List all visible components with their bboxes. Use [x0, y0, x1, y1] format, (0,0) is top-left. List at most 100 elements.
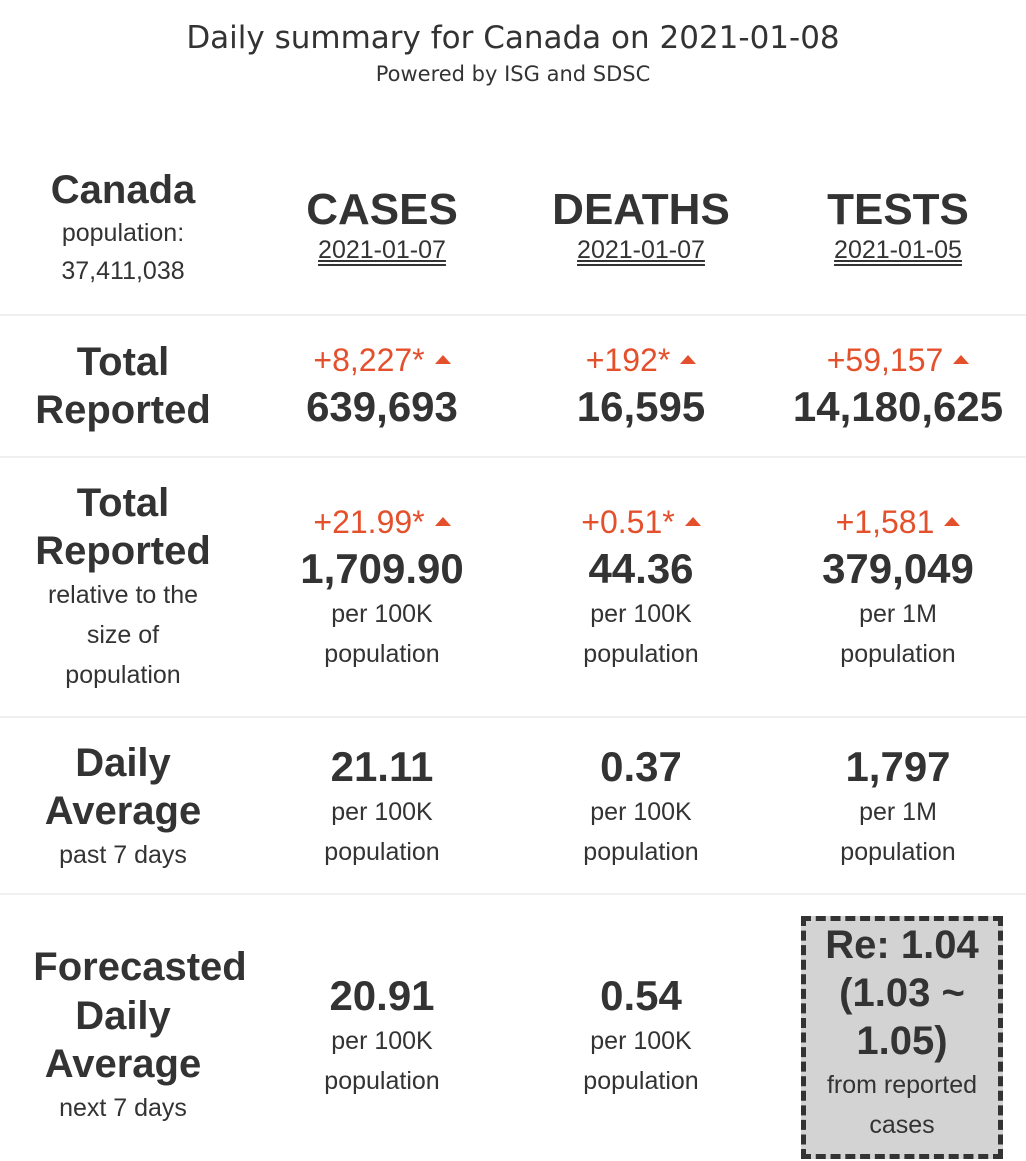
daily-change-value: +8,227*: [313, 342, 425, 378]
unit-label: population: [840, 640, 956, 668]
page-title: Daily summary for Canada on 2021-01-08: [186, 20, 840, 56]
row-label-sub: next 7 days: [59, 1094, 187, 1122]
row-label-sub: past 7 days: [59, 841, 187, 869]
row-label-sub: size of: [86, 621, 160, 649]
up-triangle-icon: [684, 517, 701, 527]
row-label-forecast-rest: Daily Average next 7 days: [0, 992, 246, 1128]
daily-change: +8,227*: [252, 338, 512, 382]
population-value: 37,411,038: [61, 257, 185, 285]
up-triangle-icon: [944, 517, 961, 527]
cases-forecast-cell: 20.91 per 100K population: [252, 971, 512, 1101]
row-label-line: Average: [44, 1042, 202, 1086]
column-date-link[interactable]: 2021-01-05: [834, 236, 962, 264]
unit-label: per 100K: [331, 798, 433, 826]
column-date-link[interactable]: 2021-01-07: [318, 236, 446, 264]
unit-label: population: [583, 640, 699, 668]
row-divider: [0, 314, 1026, 316]
deaths-total-cell: +192* 16,595: [511, 338, 771, 432]
relative-value: 1,709.90: [300, 545, 464, 592]
row-label-total-reported: Total Reported: [0, 338, 246, 434]
row-label-line: Total: [76, 340, 170, 384]
region-name: Canada: [50, 168, 196, 212]
row-label-line: Daily: [75, 994, 171, 1038]
column-label: DEATHS: [552, 185, 730, 234]
daily-change: +1,581: [770, 500, 1026, 544]
daily-change-value: +192*: [585, 342, 671, 378]
row-divider: [0, 456, 1026, 458]
relative-value: 379,049: [822, 545, 974, 592]
reproduction-number-box: Re: 1.04 (1.03 ~ 1.05) from reported cas…: [801, 916, 1003, 1159]
re-range: (1.03 ~: [839, 971, 965, 1015]
unit-label: per 100K: [590, 798, 692, 826]
cases-relative-cell: +21.99* 1,709.90 per 100K population: [252, 500, 512, 674]
re-value: Re: 1.04: [825, 923, 979, 967]
daily-average-value: 0.37: [600, 743, 682, 790]
daily-average-value: 1,797: [845, 743, 951, 790]
column-header-tests: TESTS 2021-01-05: [770, 185, 1026, 265]
deaths-forecast-cell: 0.54 per 100K population: [511, 971, 771, 1101]
row-label-line: Reported: [35, 529, 211, 573]
row-label-daily-average: Daily Average past 7 days: [0, 739, 246, 875]
daily-change: +21.99*: [252, 500, 512, 544]
page-subtitle: Powered by ISG and SDSC: [375, 62, 651, 86]
row-label-relative: Total Reported relative to the size of p…: [0, 479, 246, 695]
column-date-link[interactable]: 2021-01-07: [577, 236, 705, 264]
forecast-value: 0.54: [600, 972, 682, 1019]
daily-change: +59,157: [770, 338, 1026, 382]
re-range: 1.05): [856, 1019, 948, 1063]
unit-label: population: [324, 838, 440, 866]
forecast-value: 20.91: [329, 972, 435, 1019]
unit-label: per 100K: [331, 1027, 433, 1055]
re-source: cases: [869, 1111, 935, 1139]
daily-average-value: 21.11: [330, 743, 434, 790]
unit-label: population: [324, 1067, 440, 1095]
daily-change-value: +59,157: [826, 342, 944, 378]
daily-change-value: +0.51*: [581, 504, 675, 540]
daily-change: +0.51*: [511, 500, 771, 544]
unit-label: per 100K: [331, 600, 433, 628]
row-divider: [0, 716, 1026, 718]
deaths-daily-average-cell: 0.37 per 100K population: [511, 742, 771, 872]
cases-daily-average-cell: 21.11 per 100K population: [252, 742, 512, 872]
deaths-relative-cell: +0.51* 44.36 per 100K population: [511, 500, 771, 674]
row-label-line: Total: [76, 481, 170, 525]
column-label: TESTS: [827, 185, 969, 234]
row-label-sub: population: [65, 661, 181, 689]
row-label-line: Forecasted: [33, 945, 247, 989]
unit-label: per 1M: [859, 798, 937, 826]
row-label-line: Daily: [75, 741, 171, 785]
unit-label: population: [583, 838, 699, 866]
up-triangle-icon: [953, 355, 970, 365]
up-triangle-icon: [434, 517, 451, 527]
row-label-line: Reported: [35, 388, 211, 432]
cases-total-cell: +8,227* 639,693: [252, 338, 512, 432]
row-label-line: Average: [44, 789, 202, 833]
region-info: Canada population: 37,411,038: [0, 167, 246, 289]
unit-label: population: [583, 1067, 699, 1095]
up-triangle-icon: [680, 355, 697, 365]
unit-label: population: [840, 838, 956, 866]
population-label: population:: [61, 219, 185, 247]
column-header-cases: CASES 2021-01-07: [252, 185, 512, 265]
column-header-deaths: DEATHS 2021-01-07: [511, 185, 771, 265]
row-divider: [0, 893, 1026, 895]
total-value: 16,595: [576, 383, 706, 430]
tests-total-cell: +59,157 14,180,625: [770, 338, 1026, 432]
unit-label: per 1M: [859, 600, 937, 628]
tests-relative-cell: +1,581 379,049 per 1M population: [770, 500, 1026, 674]
row-label-sub: relative to the: [47, 581, 199, 609]
daily-change-value: +21.99*: [313, 504, 425, 540]
relative-value: 44.36: [588, 545, 694, 592]
unit-label: population: [324, 640, 440, 668]
unit-label: per 100K: [590, 1027, 692, 1055]
tests-daily-average-cell: 1,797 per 1M population: [770, 742, 1026, 872]
unit-label: per 100K: [590, 600, 692, 628]
total-value: 14,180,625: [792, 383, 1004, 430]
total-value: 639,693: [306, 383, 458, 430]
daily-change: +192*: [511, 338, 771, 382]
row-label-forecast: Forecasted: [14, 943, 266, 991]
column-label: CASES: [306, 185, 458, 234]
re-source: from reported: [826, 1071, 978, 1099]
daily-change-value: +1,581: [835, 504, 935, 540]
up-triangle-icon: [434, 355, 451, 365]
